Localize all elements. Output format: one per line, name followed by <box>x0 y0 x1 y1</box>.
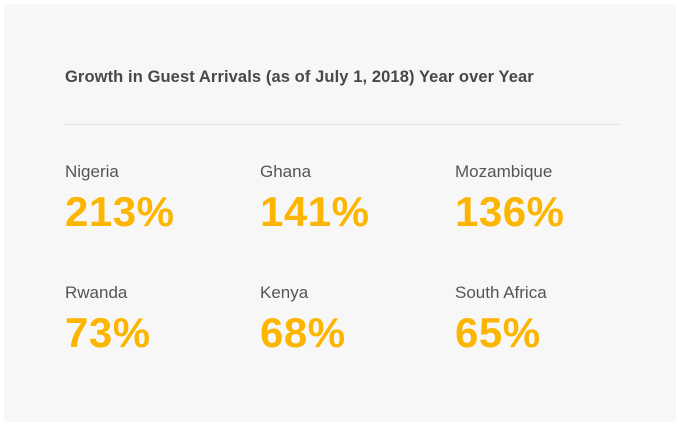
stats-card: Growth in Guest Arrivals (as of July 1, … <box>4 4 676 422</box>
stat-value: 68% <box>260 309 346 356</box>
stat-country-label: South Africa <box>455 283 547 302</box>
stat-country-label: Rwanda <box>65 283 128 302</box>
stat-rwanda: Rwanda 73% <box>65 283 260 404</box>
stat-mozambique: Mozambique 136% <box>455 162 645 283</box>
divider <box>65 124 620 125</box>
stat-value: 65% <box>455 309 541 356</box>
stat-country-label: Nigeria <box>65 162 119 181</box>
stats-grid: Nigeria 213% Ghana 141% Mozambique 136% … <box>65 162 645 404</box>
stat-kenya: Kenya 68% <box>260 283 455 404</box>
stat-country-label: Mozambique <box>455 162 553 181</box>
card-title: Growth in Guest Arrivals (as of July 1, … <box>65 68 534 86</box>
stat-nigeria: Nigeria 213% <box>65 162 260 283</box>
stat-south-africa: South Africa 65% <box>455 283 645 404</box>
stat-country-label: Ghana <box>260 162 312 181</box>
stat-value: 213% <box>65 188 175 235</box>
stat-ghana: Ghana 141% <box>260 162 455 283</box>
stat-value: 141% <box>260 188 370 235</box>
stat-value: 73% <box>65 309 151 356</box>
stat-country-label: Kenya <box>260 283 309 302</box>
stat-value: 136% <box>455 188 565 235</box>
